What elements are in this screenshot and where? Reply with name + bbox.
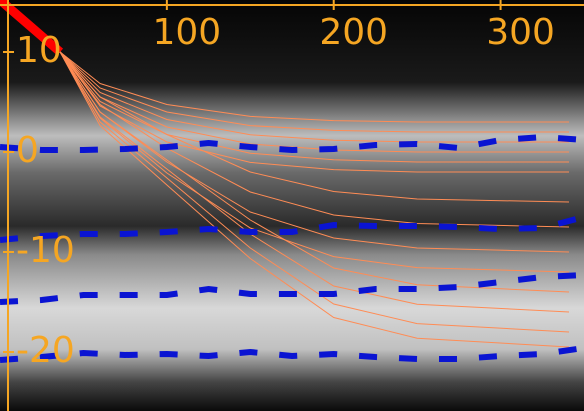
x-tick-label: 300: [486, 12, 555, 53]
x-tick-label: 100: [152, 12, 221, 53]
series-line: [59, 51, 569, 133]
series-line: [59, 51, 569, 163]
series-line: [0, 272, 584, 305]
series-line: [59, 51, 570, 273]
series-line: [59, 51, 570, 228]
series-line: [59, 51, 570, 203]
series-line: [59, 51, 569, 123]
series-line: [59, 51, 570, 348]
y-tick-label: -10: [16, 230, 75, 271]
series-line: [59, 51, 569, 173]
series-line: [0, 345, 584, 363]
y-tick-label: 0: [16, 130, 39, 171]
y-tick-label: 10: [16, 30, 62, 71]
series-line: [0, 214, 584, 243]
series-line: [59, 51, 570, 333]
series-line: [0, 0, 64, 56]
series-line: [59, 51, 570, 293]
x-tick-label: 200: [319, 12, 388, 53]
series-line: [0, 133, 584, 154]
y-tick-label: -20: [16, 330, 75, 371]
